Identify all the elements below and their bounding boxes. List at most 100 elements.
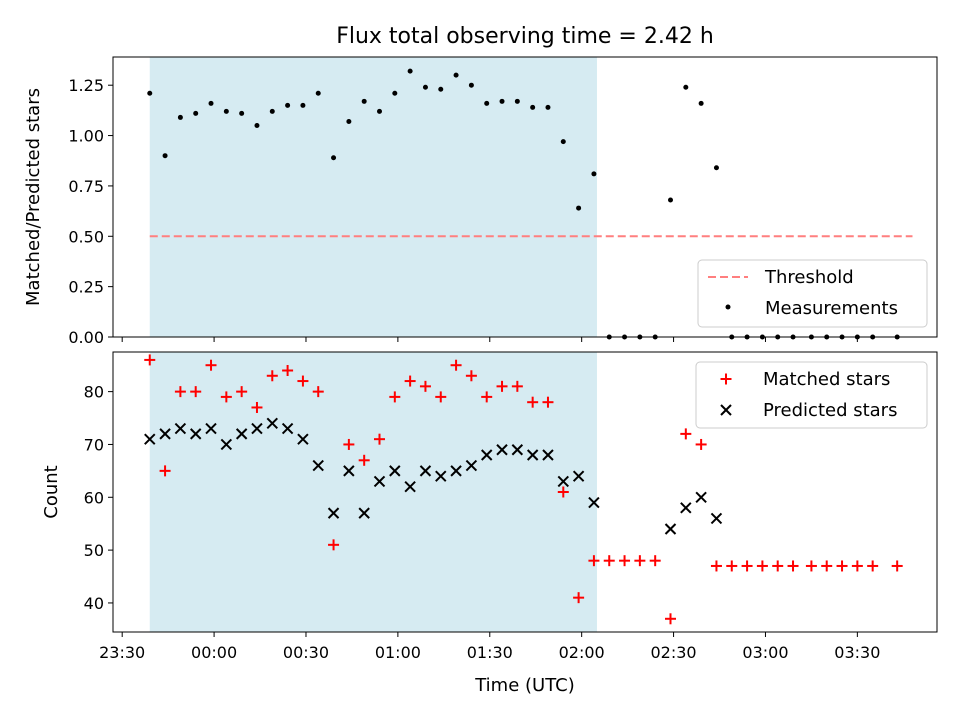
x-tick-label: 00:30 [283,643,329,662]
cross-stroke [281,422,294,435]
bottom-axes-frame [112,351,938,633]
measurement-point [407,68,413,74]
predicted-star-point [312,459,324,472]
predicted-star-point [496,444,508,456]
cross-stroke [159,428,171,440]
predicted-star-point [435,470,447,482]
matched-star-point [836,560,848,572]
y-tick-label: 1.25 [68,76,104,95]
cross-stroke [720,404,732,416]
y-tick-label: 40 [84,594,104,613]
matched-star-point [805,560,817,572]
bottom-legend-box [695,361,928,429]
matched-star-point [404,375,416,387]
cross-stroke [465,459,478,472]
matched-star-point [174,386,186,398]
cross-stroke [481,449,493,461]
predicted-star-point [174,422,187,435]
cross-stroke [174,422,187,435]
predicted-star-point [404,481,416,493]
bottom-legend: Matched stars Predicted stars [695,361,928,429]
matched-star-point [312,386,324,398]
matched-star-point [891,560,903,572]
cross-stroke [235,428,248,440]
matched-star-point [821,560,833,572]
cross-stroke [511,444,524,456]
cross-stroke [496,444,508,456]
x-axis-label: Time (UTC) [474,675,575,696]
x-tick-label: 03:30 [834,643,880,662]
matched-star-point [527,396,539,408]
cross-stroke [572,470,585,482]
cross-stroke [297,433,309,445]
matched-star-point [772,560,784,572]
y-tick-label: 0.75 [68,177,104,196]
measurement-point [269,108,275,114]
matched-star-point [297,375,309,387]
measurement-point [453,72,459,78]
cross-stroke [664,523,677,535]
cross-stroke [205,422,217,435]
bottom-y-axis: 40 50 60 70 80 [84,383,113,613]
cross-stroke [343,465,355,477]
measurement-point [223,108,229,114]
top-shaded-region [149,57,597,337]
measurement-point [331,155,337,161]
y-tick-label: 0.50 [68,227,104,246]
matched-star-point [557,486,569,498]
measurement-point [422,84,428,90]
cross-stroke [588,496,600,509]
y-tick-label: 60 [84,488,104,507]
cross-stroke [526,449,539,461]
matched-star-point [867,560,879,572]
predicted-star-point [327,507,340,519]
top-axes-frame [112,56,938,338]
predicted-star-point [281,422,294,435]
legend-threshold-label: Threshold [764,267,854,288]
matched-star-point [389,391,401,403]
y-tick-label: 0.25 [68,278,104,297]
predicted-star-point [235,428,248,440]
matched-star-point [756,560,768,572]
cross-stroke [404,481,416,493]
top-y-axis: 0.00 0.25 0.50 0.75 1.00 1.25 [68,76,113,347]
measurement-point [438,86,444,92]
measurement-point [162,153,168,159]
matched-star-point [542,396,554,408]
legend-predicted-label: Predicted stars [763,400,897,421]
matched-star-point [419,380,431,392]
x-tick-label: 02:30 [651,643,697,662]
matched-star-point [588,555,600,567]
cross-stroke [680,502,692,514]
cross-stroke [144,433,156,445]
matched-star-point [465,370,477,382]
measurement-point [468,82,474,88]
legend-predicted-swatch [720,404,732,416]
matched-star-point [726,560,738,572]
measurement-point [193,110,199,116]
top-y-axis-label: Matched/Predicted stars [23,88,44,306]
measurement-point [361,98,367,104]
predicted-star-point [343,465,355,477]
matched-star-point [496,380,508,392]
measurement-point [254,122,260,128]
cross-stroke [373,475,386,488]
x-tick-label: 01:30 [467,643,513,662]
bottom-y-axis-label: Count [41,465,62,518]
cross-stroke [358,507,370,519]
measurement-point [499,98,505,104]
matched-star-point [236,386,248,398]
predicted-star-point [373,475,386,488]
x-tick-label: 23:30 [99,643,145,662]
cross-stroke [389,465,401,477]
cross-stroke [312,459,324,472]
cross-stroke [435,470,447,482]
predicted-star-point [220,438,233,451]
measurement-point [668,197,674,203]
predicted-star-point [481,449,493,461]
predicted-star-point [710,512,723,525]
measurement-point [315,90,321,96]
predicted-star-point [526,449,539,461]
matched-star-point [665,613,677,625]
measurement-point [514,98,520,104]
